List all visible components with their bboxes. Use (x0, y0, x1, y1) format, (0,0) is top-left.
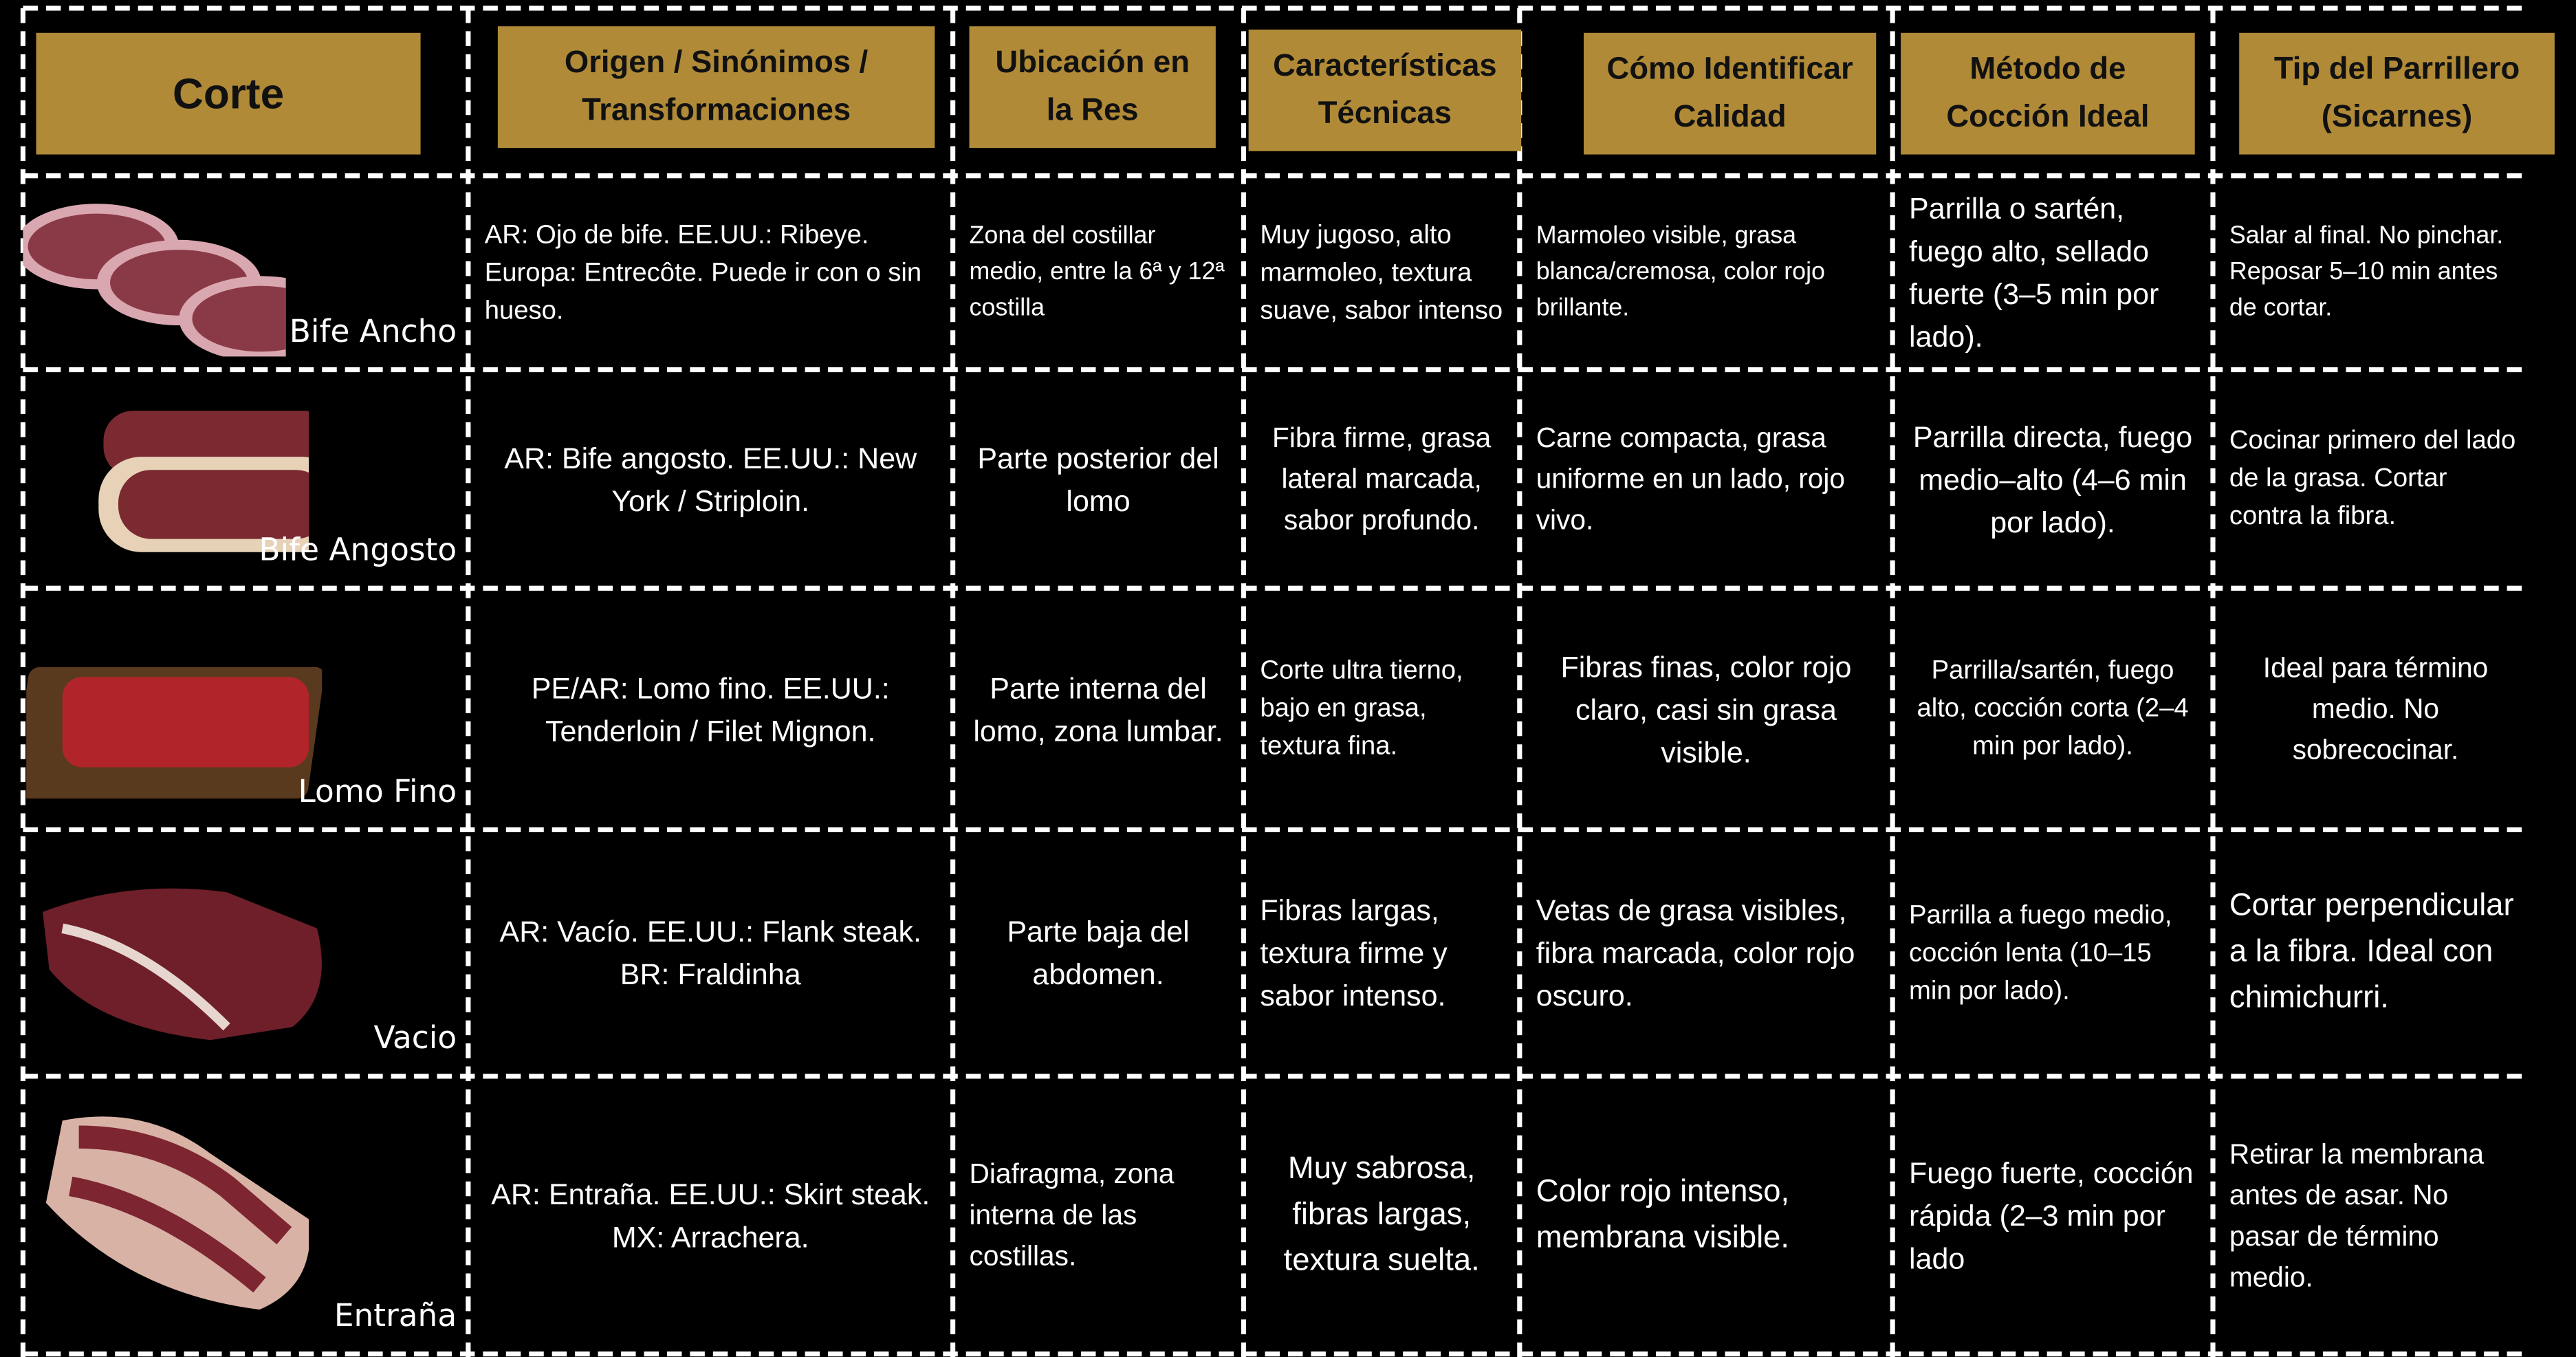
column-header: Ubicación en la Res (969, 26, 1216, 149)
meat-image (23, 204, 286, 357)
cut-name: Vacio (373, 1020, 457, 1057)
cell-text: Zona del costillar medio, entre la 6ª y … (969, 221, 1225, 323)
cell-text: Fibras finas, color rojo claro, casi sin… (1560, 649, 1852, 768)
meat-image (45, 1116, 309, 1310)
column-header: Tip del Parrillero (Sicarnes) (2239, 32, 2555, 155)
cell-text: Parrilla directa, fuego medio–alto (4–6 … (1912, 420, 2193, 539)
meat-image (43, 888, 322, 1041)
cell-text: Diafragma, zona interna de las costillas… (969, 1158, 1175, 1272)
cell-text: Parrilla/sartén, fuego alto, cocción cor… (1917, 657, 2189, 761)
cell-text: Muy sabrosa, fibras largas, textura suel… (1283, 1151, 1480, 1278)
cell-text: Cocinar primero del lado de la grasa. Co… (2229, 427, 2516, 531)
cell-text: Vetas de grasa visibles, fibra marcada, … (1536, 893, 1855, 1012)
cell-text: Parrilla o sartén, fuego alto, sellado f… (1909, 192, 2159, 354)
cell-text: Ideal para término medio. No sobrecocina… (2262, 652, 2489, 766)
cell-text: Carne compacta, grasa uniforme en un lad… (1536, 422, 1845, 536)
cell-text: Parte baja del abdomen. (1007, 915, 1190, 991)
cell-text: Fibras largas, textura firme y sabor int… (1260, 893, 1448, 1012)
cell-text: AR: Ojo de bife. EE.UU.: Ribeye. Europa:… (484, 221, 922, 325)
cell-text: Parte interna del lomo, zona lumbar. (973, 671, 1223, 747)
meat-image (26, 666, 323, 799)
column-header: Características Técnicas (1248, 30, 1522, 151)
column-header: Método de Cocción Ideal (1901, 32, 2195, 155)
cut-name: Bife Ancho (289, 314, 457, 350)
meat-image (98, 411, 309, 552)
cell-text: Cortar perpendicular a la fibra. Ideal c… (2229, 889, 2514, 1016)
cell-text: Marmoleo visible, grasa blanca/cremosa, … (1536, 221, 1825, 323)
cell-text: Corte ultra tierno, bajo en grasa, textu… (1260, 657, 1463, 761)
cell-text: Retirar la membrana antes de asar. No pa… (2229, 1138, 2485, 1292)
cell-text: Color rojo intenso, membrana visible. (1536, 1173, 1790, 1255)
cell-text: Fuego fuerte, cocción rápida (2–3 min po… (1909, 1155, 2194, 1274)
cell-text: PE/AR: Lomo fino. EE.UU.: Tenderloin / F… (531, 671, 890, 747)
cell-text: Fibra firme, grasa lateral marcada, sabo… (1272, 422, 1492, 536)
column-header: Origen / Sinónimos / Transformaciones (497, 26, 935, 149)
cell-text: AR: Vacío. EE.UU.: Flank steak. BR: Fral… (499, 915, 921, 991)
cell-text: Muy jugoso, alto marmoleo, textura suave… (1260, 221, 1503, 325)
cut-name: Lomo Fino (298, 774, 457, 810)
cell-text: AR: Bife angosto. EE.UU.: New York / Str… (504, 441, 917, 517)
cell-text: Parte posterior del lomo (977, 441, 1219, 517)
cell-text: Parrilla a fuego medio, cocción lenta (1… (1909, 901, 2172, 1005)
cut-name: Entraña (334, 1298, 457, 1334)
cut-name: Bife Angosto (259, 532, 457, 569)
cell-text: AR: Entraña. EE.UU.: Skirt steak. MX: Ar… (491, 1177, 930, 1253)
column-header: Corte (36, 32, 421, 155)
column-header: Cómo Identificar Calidad (1583, 32, 1877, 155)
cell-text: Salar al final. No pinchar. Reposar 5–10… (2229, 221, 2504, 323)
